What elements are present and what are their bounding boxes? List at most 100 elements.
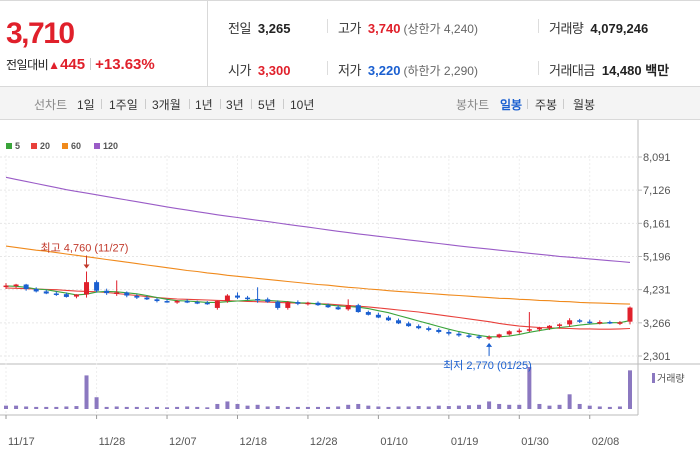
candle-body — [184, 301, 190, 303]
x-tick-label: 12/07 — [169, 436, 197, 448]
volume-bar — [74, 406, 79, 409]
period-1y[interactable]: 1년 — [195, 98, 213, 112]
candle-body — [516, 330, 522, 333]
volume-bar — [567, 394, 572, 409]
y-tick-label: 8,091 — [643, 152, 671, 164]
ma5-label: 5 — [15, 141, 21, 151]
candle-body — [607, 322, 613, 324]
period-weekly[interactable]: 주봉 — [535, 98, 558, 112]
candle-body — [73, 294, 79, 297]
volume-bar — [175, 406, 180, 409]
candle-body — [627, 307, 633, 322]
high-annotation: 최고 4,760 (11/27) — [41, 241, 129, 254]
period-1d[interactable]: 1일 — [77, 98, 95, 112]
x-tick-label: 01/30 — [521, 436, 549, 448]
candle-body — [13, 284, 19, 287]
candle-body — [385, 317, 391, 321]
period-3m[interactable]: 3개월 — [152, 98, 181, 112]
candle-body — [416, 326, 422, 329]
volume-bar — [366, 405, 371, 409]
volume-bar — [517, 404, 522, 409]
candle-body — [536, 327, 542, 330]
candle-body — [587, 321, 593, 324]
volume-legend-swatch — [652, 373, 655, 383]
period-3y[interactable]: 3년 — [226, 98, 244, 112]
volume-bar — [195, 406, 200, 409]
candle-body — [255, 298, 261, 301]
quote-panel: 3,710 전일대비▲445 +13.63% 전일 3,265 고가 3,740 (상한… — [0, 0, 700, 87]
candle-body — [506, 331, 512, 335]
volume-bar — [104, 406, 109, 409]
volume-bar — [356, 403, 361, 409]
candle-body — [315, 302, 321, 306]
candle-body — [43, 291, 49, 294]
day-high: 고가 3,740 (상한가 4,240) — [338, 18, 478, 37]
divider — [327, 61, 328, 75]
volume-bar — [245, 405, 250, 409]
volume-bar — [426, 406, 431, 409]
candle-body — [94, 282, 100, 291]
volume-bar — [205, 407, 210, 409]
candle-body — [174, 301, 180, 303]
open-value: 3,300 — [257, 63, 291, 78]
volume-bar — [497, 403, 502, 409]
volume-bar — [436, 405, 441, 409]
candle-body — [486, 337, 492, 339]
volume-bar — [477, 404, 482, 409]
volume-bar — [275, 406, 280, 409]
candle-body — [355, 305, 361, 313]
change-row: 전일대비▲445 +13.63% — [6, 56, 155, 73]
ma120-line — [5, 176, 631, 263]
volume-bar — [124, 406, 129, 409]
period-1w[interactable]: 1주일 — [109, 98, 138, 112]
annotation-arrowhead — [486, 342, 493, 347]
ma60-line — [5, 245, 631, 305]
candle-body — [194, 302, 200, 304]
y-tick-label: 7,126 — [643, 185, 671, 197]
volume-bar — [577, 403, 582, 409]
period-5y[interactable]: 5년 — [258, 98, 276, 112]
period-monthly[interactable]: 월봉 — [573, 98, 596, 112]
candle-body — [567, 320, 573, 325]
volume-bar — [225, 401, 230, 409]
divider — [189, 99, 190, 109]
candle-body — [557, 324, 563, 326]
candle-body — [426, 328, 432, 330]
period-10y[interactable]: 10년 — [290, 98, 315, 112]
ma120-swatch — [94, 143, 100, 149]
divider — [220, 99, 221, 109]
low-value: 3,220 — [367, 63, 401, 78]
volume-bar — [215, 403, 220, 409]
x-tick-label: 01/19 — [451, 436, 479, 448]
volume-bar — [84, 375, 89, 409]
volume-bar — [507, 404, 512, 409]
candle-body — [295, 302, 301, 304]
candle-body — [446, 331, 452, 334]
change-rate: +13.63% — [95, 56, 155, 73]
period-daily[interactable]: 일봉 — [500, 98, 523, 112]
candle-body — [214, 301, 220, 308]
volume-bar — [265, 406, 270, 409]
volume-bar — [617, 406, 622, 409]
low-label: 저가 — [338, 63, 361, 78]
lower-limit: (하한가 2,290) — [403, 64, 478, 78]
candle-body — [496, 334, 502, 338]
volume-bar — [456, 405, 461, 409]
volume-bar — [466, 405, 471, 409]
volume-bar — [326, 406, 331, 409]
candle-body — [597, 322, 603, 324]
ma120-label: 120 — [103, 141, 119, 151]
candle-chart-group-label: 봉차트 — [456, 98, 490, 112]
open-price: 시가 3,300 — [228, 60, 290, 79]
annotation-arrowhead — [83, 264, 90, 269]
volume-bar — [386, 406, 391, 409]
legend-ma5: 5 — [6, 141, 20, 151]
change-label: 전일대비 — [6, 58, 49, 72]
volume-bar — [54, 406, 59, 409]
divider — [251, 99, 252, 109]
volume-bar — [316, 406, 320, 409]
day-low: 저가 3,220 (하한가 2,290) — [338, 60, 478, 79]
candle-body — [63, 294, 69, 297]
candle-body — [23, 284, 29, 290]
y-tick-label: 5,196 — [643, 252, 671, 264]
